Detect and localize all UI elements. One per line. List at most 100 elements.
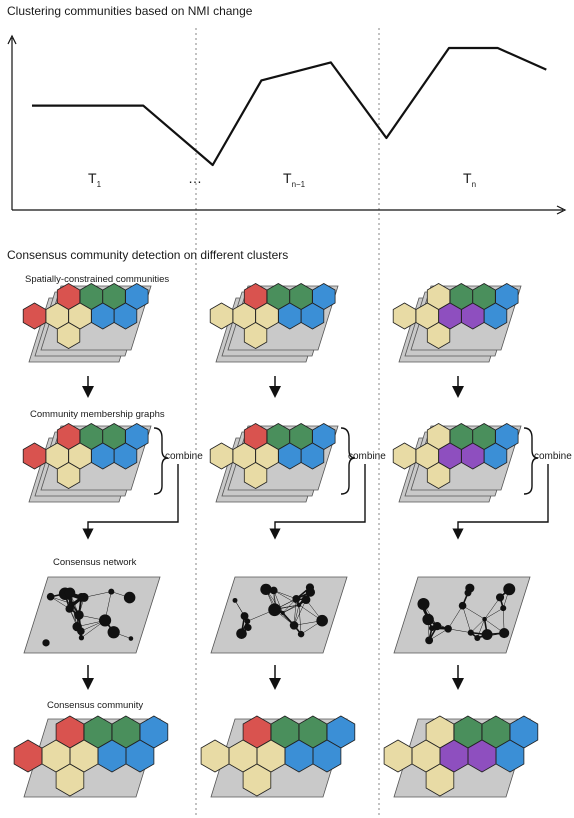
network-node <box>123 591 136 604</box>
network-node <box>499 628 510 639</box>
network-edge <box>470 618 485 633</box>
hex-community-map <box>209 423 336 489</box>
combine-bracket <box>340 427 356 495</box>
network-node <box>269 586 278 595</box>
network-node <box>99 614 112 627</box>
network-edge <box>273 590 283 613</box>
segment-label-ellipsis: … <box>188 170 202 186</box>
network-node <box>74 610 84 620</box>
diagram-panels <box>13 283 549 798</box>
network-node <box>417 597 430 610</box>
network-node <box>244 618 251 625</box>
row-label-consensus-community: Consensus community <box>47 700 144 711</box>
network-edge <box>84 591 112 598</box>
consensus-network-graph <box>417 583 516 645</box>
hex-cell <box>56 322 81 349</box>
combine-label-3: combine <box>534 451 572 462</box>
network-node <box>425 636 434 645</box>
row-label-consensus-network: Consensus network <box>53 557 137 568</box>
network-edge <box>462 605 485 620</box>
network-node <box>458 601 467 610</box>
hex-cell <box>56 462 81 489</box>
hex-community-map <box>22 283 149 349</box>
network-node <box>244 623 252 631</box>
network-edge <box>298 604 302 635</box>
combine-label-1: combine <box>165 451 203 462</box>
network-node <box>46 592 55 601</box>
hex-cell <box>243 462 268 489</box>
combine-bracket <box>523 427 539 495</box>
network-edge <box>273 590 297 600</box>
network-node <box>280 610 285 615</box>
top-panel-title: Clustering communities based on NMI chan… <box>7 4 253 18</box>
network-node <box>65 604 74 613</box>
network-edge <box>484 607 504 620</box>
hex-community-map <box>209 283 336 349</box>
network-node <box>432 621 442 631</box>
network-node <box>107 626 120 639</box>
row-label-membership: Community membership graphs <box>30 409 165 420</box>
hex-cell <box>426 462 451 489</box>
network-node <box>296 602 302 608</box>
network-node <box>232 597 238 603</box>
combine-flow-arrow <box>269 464 366 540</box>
network-node <box>481 629 493 640</box>
hex-community-map <box>200 715 356 797</box>
network-node <box>316 614 328 627</box>
network-edge <box>477 619 485 639</box>
hex-community-map <box>383 715 539 797</box>
network-node <box>301 595 311 605</box>
combine-flow-arrow <box>452 464 549 540</box>
network-node <box>240 612 249 620</box>
network-node <box>467 629 474 636</box>
network-node <box>70 601 75 606</box>
network-node <box>422 613 434 626</box>
network-node <box>444 625 452 633</box>
network-node <box>465 583 475 593</box>
network-node <box>272 605 280 613</box>
network-edge <box>484 597 501 620</box>
network-node <box>289 621 299 630</box>
network-node <box>500 605 507 612</box>
network-edge <box>293 599 307 626</box>
hex-cell <box>243 322 268 349</box>
bottom-panel-title: Consensus community detection on differe… <box>7 248 289 262</box>
network-panel <box>210 576 348 654</box>
combine-flow-arrow <box>82 464 179 540</box>
network-node <box>305 587 316 597</box>
network-node <box>42 639 50 647</box>
cluster-column <box>200 283 366 798</box>
cluster-column <box>13 283 179 798</box>
network-node <box>419 603 425 609</box>
network-node <box>474 634 481 642</box>
network-node <box>78 596 84 602</box>
nmi-line-series <box>31 46 547 167</box>
hex-cell <box>242 763 272 797</box>
hex-community-map <box>392 423 519 489</box>
segment-label-tn-1: Tn−1 <box>283 170 306 189</box>
network-node <box>495 593 505 602</box>
network-edge <box>273 590 300 606</box>
cluster-column <box>383 283 549 798</box>
hex-community-map <box>22 423 149 489</box>
network-node <box>482 616 487 622</box>
network-node <box>292 594 301 603</box>
hex-cell <box>425 763 455 797</box>
segment-label-t1: T1 <box>88 170 102 189</box>
chart-axes <box>7 34 567 215</box>
network-edge <box>462 605 472 633</box>
hex-community-map <box>392 283 519 349</box>
consensus-network-graph <box>232 583 328 639</box>
network-node <box>503 583 516 596</box>
hex-community-map <box>13 715 169 797</box>
nmi-line <box>32 46 547 167</box>
network-node <box>260 583 272 596</box>
network-edge <box>448 628 471 633</box>
row-label-spatial: Spatially-constrained communities <box>25 274 170 285</box>
network-edge <box>282 604 300 614</box>
consensus-network-graph <box>42 587 136 647</box>
network-node <box>236 628 247 639</box>
network-node <box>297 630 305 638</box>
network-node <box>77 627 85 635</box>
